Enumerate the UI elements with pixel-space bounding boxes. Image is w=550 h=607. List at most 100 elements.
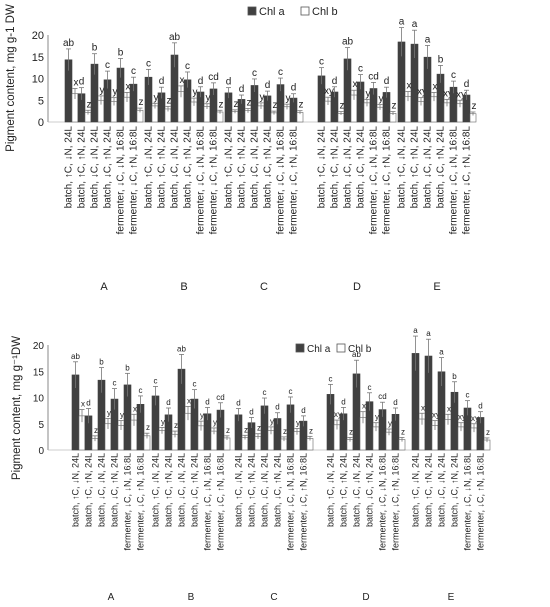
chl-a-significance-label: a [413, 326, 418, 335]
chl-b-significance-label: x [421, 403, 425, 412]
chl-b-significance-label: z [226, 426, 230, 435]
chl-b-significance-label: x [353, 79, 358, 90]
chl-b-significance-label: y [113, 87, 118, 98]
x-tick-label: batch, ↑C, ↓N, 24L [326, 453, 336, 527]
x-tick-label: batch, ↓C, ↓N, 24L [250, 126, 261, 209]
x-tick-label: fermenter, ↓C, ↓N, 16:8L [203, 453, 213, 551]
panel-label: D [362, 592, 369, 603]
panel-B: c y batch, ↑C, ↓N, 24L d z batch, ↑C, ↑N, 24L… [151, 344, 231, 603]
y-tick-label: 15 [33, 367, 45, 378]
chl-b-significance-label: z [234, 99, 239, 110]
chl-b-significance-label: y [375, 413, 379, 422]
x-tick-label: batch, ↑C, ↓N, 24L [151, 453, 161, 527]
panel-label: B [188, 592, 195, 603]
chl-a-significance-label: d [478, 402, 482, 411]
y-tick-label: 0 [38, 117, 44, 129]
panel-E: a x batch, ↑C, ↓N, 24L a xy batch, ↑C, ↑N, 24… [411, 326, 491, 603]
x-tick-label: batch, ↑C, ↑N, 24L [164, 453, 174, 527]
panel-label: E [448, 592, 455, 603]
x-tick-label: fermenter, ↓C, ↓N, 16:8L [369, 126, 380, 235]
chl-a-significance-label: d [384, 76, 390, 87]
x-tick-label: batch, ↓C, ↓N, 24L [260, 453, 270, 527]
x-tick-label: batch, ↑C, ↓N, 24L [224, 126, 235, 209]
chl-b-significance-label: z [486, 428, 490, 437]
chl-a-significance-label: cd [368, 71, 379, 82]
x-tick-label: batch, ↓C, ↑N, 24L [190, 453, 200, 527]
chl-b-significance-label: x [74, 78, 79, 89]
chl-b-significance-label: x [180, 75, 185, 86]
chl-a-significance-label: cd [378, 392, 386, 401]
x-tick-label: batch, ↓C, ↓N, 24L [423, 126, 434, 209]
chl-b-significance-label: x [433, 81, 438, 92]
chl-b-significance-label: xy [324, 86, 334, 97]
panel-label: C [260, 281, 268, 293]
chl-a-significance-label: c [466, 391, 470, 400]
x-tick-label: batch, ↓C, ↑N, 24L [273, 453, 283, 527]
x-tick-label: fermenter, ↓C, ↓N, 16:8L [196, 126, 207, 235]
x-tick-label: batch, ↑C, ↓N, 24L [397, 126, 408, 209]
chl-b-significance-label: z [87, 99, 92, 110]
x-tick-label: batch, ↑C, ↑N, 24L [339, 453, 349, 527]
x-tick-label: batch, ↓C, ↑N, 24L [365, 453, 375, 527]
legend-label: Chl b [348, 344, 372, 355]
chl-b-significance-label: z [244, 425, 248, 434]
chl-b-significance-label: y [206, 93, 211, 104]
chl-b-significance-label: xy [443, 88, 453, 99]
x-tick-label: batch, ↓C, ↓N, 24L [170, 126, 181, 209]
x-tick-label: fermenter, ↓C, ↓N, 16:8L [123, 453, 133, 551]
x-tick-label: fermenter, ↓C, ↑N, 16:8L [476, 453, 486, 551]
chl-a-significance-label: d [236, 399, 240, 408]
x-tick-label: batch, ↑C, ↑N, 24L [410, 126, 421, 209]
x-tick-label: batch, ↓C, ↑N, 24L [103, 126, 114, 209]
chl-b-significance-label: y [161, 417, 165, 426]
chl-a-significance-label: c [368, 383, 372, 392]
chl-b-significance-label: y [296, 418, 300, 427]
chl-b-significance-label: z [340, 101, 345, 112]
chl-a-significance-label: c [146, 58, 151, 69]
chl-b-significance-label: y [388, 419, 392, 428]
chl-a-significance-label: d [291, 83, 297, 94]
chl-b-significance-label: z [273, 100, 278, 111]
x-tick-label: fermenter, ↓C, ↑N, 16:8L [289, 126, 300, 235]
legend-swatch [295, 343, 305, 353]
chl-b-significance-label: z [309, 426, 313, 435]
x-tick-label: fermenter, ↓C, ↓N, 16:8L [116, 126, 127, 235]
legend-label: Chl b [312, 6, 338, 18]
chl-b-significance-label: z [139, 97, 144, 108]
chl-a-significance-label: d [205, 397, 209, 406]
chl-a-significance-label: c [154, 376, 158, 385]
chl-a-significance-label: ab [352, 350, 361, 359]
chl-a-significance-label: c [289, 387, 293, 396]
chl-b-significance-label: z [94, 426, 98, 435]
chl-a-significance-label: a [425, 34, 431, 45]
x-tick-label: batch, ↑C, ↑N, 24L [237, 126, 248, 209]
chl-b-significance-label: xy [334, 410, 342, 419]
chl-b-significance-label: y [120, 411, 124, 420]
chl-b-significance-label: x [187, 396, 191, 405]
panel-label: A [108, 592, 115, 603]
chl-a-significance-label: d [332, 76, 338, 87]
chl-b-significance-label: y [193, 87, 198, 98]
chl-a-significance-label: d [239, 84, 245, 95]
chl-a-significance-label: ab [342, 37, 354, 48]
x-tick-label: batch, ↓C, ↑N, 24L [356, 126, 367, 209]
x-tick-label: batch, ↑C, ↑N, 24L [330, 126, 341, 209]
x-tick-label: fermenter, ↓C, ↑N, 16:8L [462, 126, 473, 235]
chl-b-significance-label: z [283, 427, 287, 436]
chl-b-significance-label: z [472, 101, 477, 112]
x-tick-label: batch, ↓C, ↓N, 24L [177, 453, 187, 527]
chl-a-significance-label: c [319, 57, 324, 68]
chl-b-significance-label: x [126, 81, 131, 92]
chl-b-significance-label: y [379, 94, 384, 105]
x-tick-label: fermenter, ↓C, ↑N, 16:8L [299, 453, 309, 551]
x-tick-label: batch, ↑C, ↓N, 24L [234, 453, 244, 527]
chl-a-significance-label: c [358, 64, 363, 75]
x-tick-label: fermenter, ↓C, ↑N, 16:8L [391, 453, 401, 551]
x-tick-label: fermenter, ↓C, ↓N, 16:8L [286, 453, 296, 551]
chl-a-significance-label: ab [63, 38, 75, 49]
x-tick-label: batch, ↑C, ↑N, 24L [424, 453, 434, 527]
chl-b-significance-label: z [257, 424, 261, 433]
